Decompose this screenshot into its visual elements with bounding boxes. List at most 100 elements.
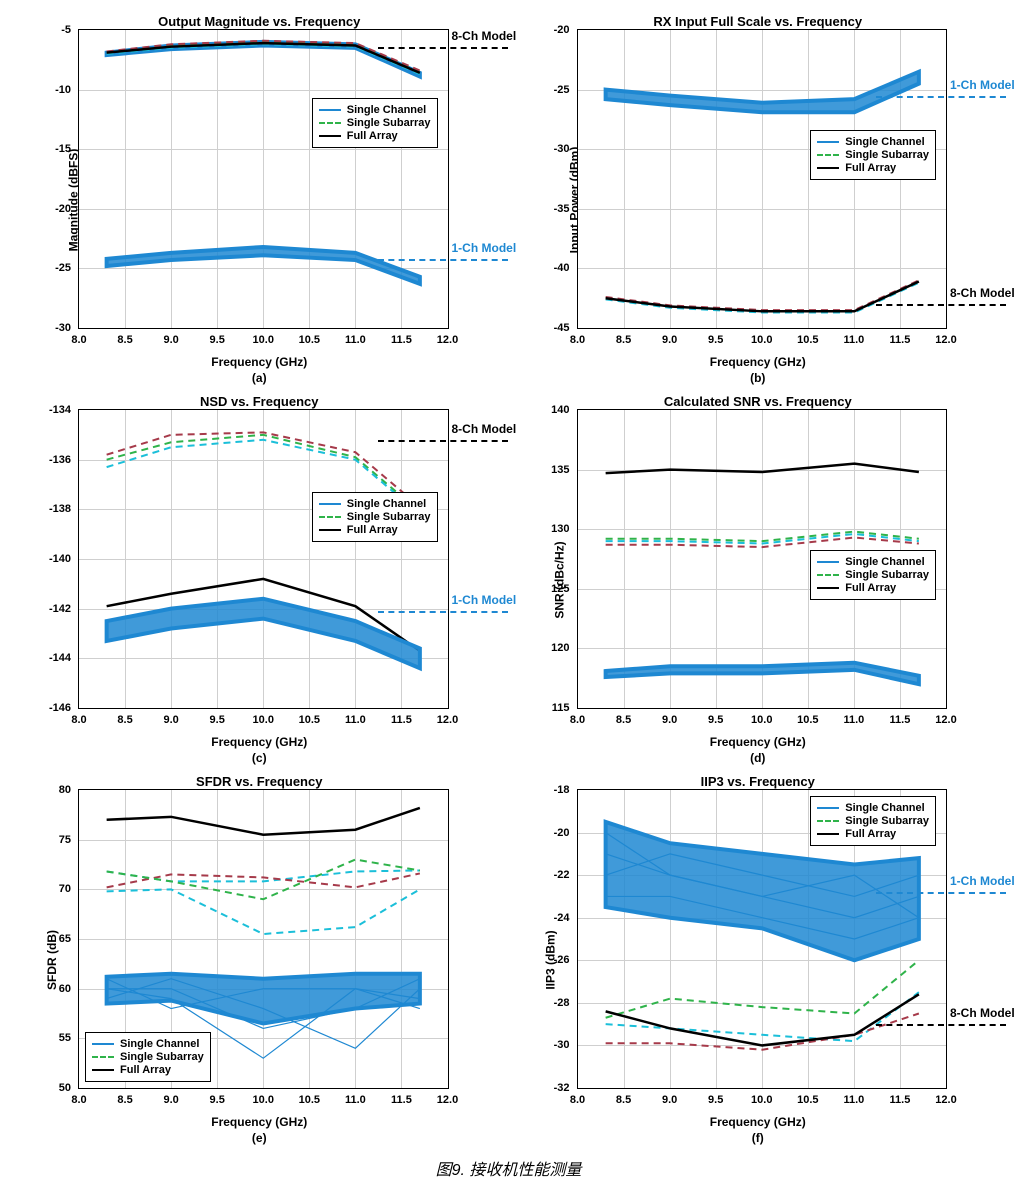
legend-label: Single Subarray (845, 149, 929, 161)
x-tick-label: 11.0 (345, 714, 366, 726)
chart-title: RX Input Full Scale vs. Frequency (509, 14, 1008, 29)
series-line (107, 889, 420, 934)
series-line (107, 860, 420, 900)
x-tick-label: 10.5 (299, 334, 320, 346)
x-tick-label: 11.5 (391, 714, 412, 726)
legend-label: Single Subarray (347, 511, 431, 523)
y-tick-label: -5 (61, 24, 71, 36)
legend-label: Single Channel (347, 498, 426, 510)
y-tick-label: -20 (55, 203, 71, 215)
series-line (605, 464, 918, 474)
y-tick-label: 125 (551, 583, 569, 595)
legend-item: Single Subarray (92, 1051, 204, 1063)
x-tick-label: 8.5 (616, 714, 631, 726)
x-tick-label: 8.0 (570, 714, 585, 726)
subplot-label: (c) (10, 751, 509, 765)
y-tick-label: 70 (59, 883, 71, 895)
y-tick-label: -28 (554, 997, 570, 1009)
y-tick-label: 80 (59, 784, 71, 796)
x-tick-label: 9.5 (708, 1094, 723, 1106)
x-axis-label: Frequency (GHz) (10, 355, 509, 369)
series-line (605, 280, 918, 310)
x-tick-label: 10.5 (797, 714, 818, 726)
model-reference-label: 8-Ch Model (950, 286, 1015, 300)
x-axis-label: Frequency (GHz) (509, 1115, 1008, 1129)
x-tick-label: 10.0 (751, 334, 772, 346)
chart-title: Output Magnitude vs. Frequency (10, 14, 509, 29)
legend-item: Single Channel (817, 136, 929, 148)
y-tick-label: 130 (551, 523, 569, 535)
chart-title: SFDR vs. Frequency (10, 774, 509, 789)
chart-lines (79, 410, 448, 708)
x-tick-label: 10.5 (299, 1094, 320, 1106)
x-tick-label: 8.0 (570, 1094, 585, 1106)
x-tick-label: 11.0 (345, 1094, 366, 1106)
legend-swatch (817, 154, 839, 156)
y-tick-label: -20 (554, 24, 570, 36)
y-tick-label: -26 (554, 954, 570, 966)
plot-area: 8.08.59.09.510.010.511.011.512.0-45-40-3… (577, 29, 948, 329)
y-tick-label: -30 (554, 143, 570, 155)
legend-item: Full Array (817, 582, 929, 594)
x-tick-label: 8.0 (71, 1094, 86, 1106)
legend-label: Full Array (845, 162, 896, 174)
model-reference-label: 8-Ch Model (452, 29, 517, 43)
legend-swatch (817, 820, 839, 822)
legend-label: Full Array (845, 828, 896, 840)
x-tick-label: 9.0 (163, 1094, 178, 1106)
series-band (605, 72, 918, 113)
x-tick-label: 12.0 (935, 334, 956, 346)
x-tick-label: 11.5 (890, 1094, 911, 1106)
y-tick-label: -140 (49, 553, 71, 565)
y-tick-label: -18 (554, 784, 570, 796)
subplot-label: (e) (10, 1131, 509, 1145)
legend-swatch (92, 1043, 114, 1045)
series-line (107, 43, 420, 73)
legend-swatch (319, 516, 341, 518)
y-tick-label: 120 (551, 642, 569, 654)
legend-swatch (319, 529, 341, 531)
legend-swatch (319, 109, 341, 111)
y-tick-label: 55 (59, 1032, 71, 1044)
legend-label: Single Channel (845, 802, 924, 814)
legend-swatch (817, 574, 839, 576)
model-reference-line (378, 440, 508, 442)
x-axis-label: Frequency (GHz) (509, 735, 1008, 749)
legend-label: Single Channel (347, 104, 426, 116)
x-tick-label: 10.5 (299, 714, 320, 726)
y-tick-label: 65 (59, 933, 71, 945)
legend-swatch (817, 833, 839, 835)
legend-item: Single Subarray (319, 117, 431, 129)
x-tick-label: 9.5 (210, 1094, 225, 1106)
x-tick-label: 8.5 (117, 1094, 132, 1106)
x-tick-label: 10.5 (797, 1094, 818, 1106)
plot-area: 8.08.59.09.510.010.511.011.512.0-32-30-2… (577, 789, 948, 1089)
x-tick-label: 11.0 (843, 334, 864, 346)
legend-label: Single Subarray (845, 569, 929, 581)
x-tick-label: 10.0 (253, 334, 274, 346)
chart-title: Calculated SNR vs. Frequency (509, 394, 1008, 409)
y-tick-label: 115 (552, 702, 570, 714)
subplot-label: (d) (509, 751, 1008, 765)
y-tick-label: -142 (49, 603, 71, 615)
x-tick-label: 9.0 (163, 334, 178, 346)
plot-area: 8.08.59.09.510.010.511.011.512.011512012… (577, 409, 948, 709)
series-line (605, 994, 918, 1045)
figure-caption: 图9. 接收机性能测量 (10, 1156, 1007, 1180)
legend-item: Single Channel (817, 556, 929, 568)
x-tick-label: 11.5 (890, 714, 911, 726)
y-tick-label: 50 (59, 1082, 71, 1094)
model-reference-line (378, 611, 508, 613)
x-tick-label: 8.5 (616, 334, 631, 346)
x-tick-label: 12.0 (935, 714, 956, 726)
x-tick-label: 8.5 (117, 714, 132, 726)
y-tick-label: 75 (59, 834, 71, 846)
legend-swatch (319, 503, 341, 505)
legend-swatch (92, 1069, 114, 1071)
x-axis-label: Frequency (GHz) (509, 355, 1008, 369)
legend-swatch (817, 141, 839, 143)
x-tick-label: 11.5 (391, 334, 412, 346)
y-tick-label: -24 (554, 912, 570, 924)
series-line (605, 282, 918, 312)
series-band (107, 599, 420, 669)
